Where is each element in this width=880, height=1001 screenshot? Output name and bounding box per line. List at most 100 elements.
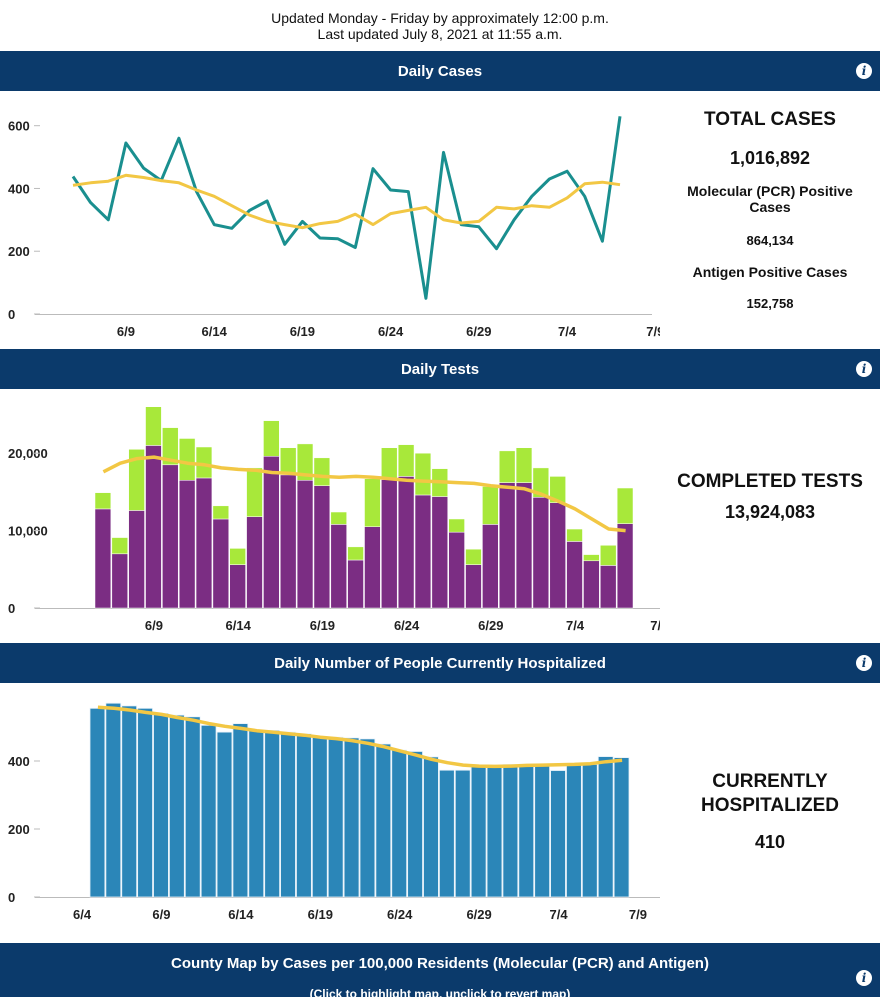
y-tick-label: 400 xyxy=(8,754,30,769)
tests-pcr-bar xyxy=(94,508,112,609)
tests-antigen-bar xyxy=(465,548,482,565)
hospitalized-bar xyxy=(327,736,344,898)
info-icon[interactable]: i xyxy=(856,970,872,986)
tests-pcr-bar xyxy=(364,526,381,609)
tests-pcr-bar xyxy=(313,485,331,609)
hospitalized-bar xyxy=(486,765,503,898)
hospitalized-bar xyxy=(550,770,566,898)
hospitalized-bar xyxy=(137,707,153,898)
tests-pcr-bar xyxy=(397,476,415,609)
tests-antigen-bar xyxy=(397,444,415,477)
tests-pcr-bar xyxy=(128,510,145,609)
hospitalized-bar xyxy=(439,769,455,898)
hospitalized-bar xyxy=(454,769,471,898)
hospitalized-average-line xyxy=(97,705,623,769)
hospitalized-bar xyxy=(343,737,360,898)
tests-antigen-bar xyxy=(364,478,381,527)
y-tick-label: 600 xyxy=(8,119,30,134)
tests-pcr-bar xyxy=(583,560,600,609)
county-map-header: County Map by Cases per 100,000 Resident… xyxy=(0,943,880,997)
hospitalized-bar xyxy=(581,764,598,898)
y-tick-label: 200 xyxy=(8,244,30,259)
tests-antigen-bar xyxy=(94,492,112,510)
tests-pcr-bar xyxy=(465,564,482,609)
x-tick-label: 7/4 xyxy=(549,907,568,922)
hospitalized-bar xyxy=(470,766,487,898)
x-tick-label: 6/24 xyxy=(394,618,420,633)
county-map-hint: (Click to highlight map, unclick to reve… xyxy=(309,987,571,1001)
hospitalized-bar xyxy=(280,731,296,898)
update-info: Updated Monday - Friday by approximately… xyxy=(0,0,880,42)
tests-pcr-bar xyxy=(178,480,196,609)
x-tick-label: 6/29 xyxy=(466,907,491,922)
hospitalized-bar xyxy=(105,702,122,898)
y-tick-label: 0 xyxy=(8,601,15,616)
tests-pcr-bar xyxy=(448,531,465,609)
x-tick-label: 6/9 xyxy=(117,324,135,339)
hospitalized-bar xyxy=(391,749,408,898)
tests-antigen-bar xyxy=(532,467,550,498)
tests-pcr-bar xyxy=(145,445,162,609)
pcr-cases-value: 864,134 xyxy=(746,233,794,248)
tests-pcr-bar xyxy=(229,564,246,609)
tests-pcr-bar xyxy=(414,494,432,609)
tests-antigen-bar xyxy=(515,447,533,483)
total-cases-value: 1,016,892 xyxy=(729,148,811,168)
tests-antigen-bar xyxy=(330,511,347,525)
tests-pcr-bar xyxy=(195,477,213,609)
y-tick-label: 0 xyxy=(8,307,15,322)
tests-antigen-bar xyxy=(296,443,314,481)
info-icon[interactable]: i xyxy=(856,655,872,671)
daily-tests-chart: 0 10,000 20,000 6/9 6/14 6/19 6/24 6/29 7/4 7/9 xyxy=(8,406,660,633)
tests-average-line xyxy=(102,455,626,533)
hospitalized-bar xyxy=(200,724,217,898)
daily-cases-line xyxy=(71,116,622,300)
hospitalized-bar xyxy=(216,731,233,898)
hospitalized-bar xyxy=(502,764,519,898)
tests-pcr-bar xyxy=(616,523,634,609)
hospitalized-bar xyxy=(184,716,201,898)
tests-antigen-bar xyxy=(616,487,634,524)
hospitalized-bar xyxy=(375,743,392,898)
tests-antigen-bar xyxy=(347,546,364,561)
last-updated: Last updated July 8, 2021 at 11:55 a.m. xyxy=(317,26,563,42)
x-tick-label: 7/9 xyxy=(646,324,660,339)
info-icon[interactable]: i xyxy=(856,361,872,377)
info-icon[interactable]: i xyxy=(856,63,872,79)
x-tick-label: 6/4 xyxy=(73,907,92,922)
tests-pcr-bar xyxy=(600,565,617,609)
x-tick-label: 7/9 xyxy=(650,618,660,633)
hospitalized-title: Daily Number of People Currently Hospita… xyxy=(274,654,606,672)
y-tick-label: 400 xyxy=(8,181,30,196)
x-tick-label: 6/19 xyxy=(290,324,315,339)
tests-antigen-bar xyxy=(178,438,196,481)
hospitalized-bar xyxy=(153,712,169,898)
hospitalized-value: 410 xyxy=(754,832,786,852)
y-tick-label: 0 xyxy=(8,890,15,905)
tests-antigen-bar xyxy=(263,420,280,457)
x-tick-label: 6/29 xyxy=(478,618,503,633)
x-tick-label: 6/9 xyxy=(152,907,170,922)
hospitalized-bar xyxy=(311,736,328,898)
tests-antigen-bar xyxy=(414,452,432,496)
x-tick-label: 6/19 xyxy=(308,907,333,922)
hospitalized-bar xyxy=(566,764,582,898)
tests-antigen-bar xyxy=(111,537,128,555)
tests-pcr-bar xyxy=(532,497,550,609)
x-tick-label: 6/19 xyxy=(310,618,335,633)
daily-tests-title: Daily Tests xyxy=(400,360,480,378)
tests-antigen-bar xyxy=(162,427,179,466)
tests-antigen-bar xyxy=(600,545,617,566)
tests-antigen-bar xyxy=(212,505,229,520)
tests-antigen-bar xyxy=(246,467,263,517)
tests-pcr-bar xyxy=(263,456,280,609)
antigen-cases-label: Antigen Positive Cases xyxy=(692,264,848,280)
x-tick-label: 6/14 xyxy=(202,324,228,339)
daily-tests-header: Daily Tests i xyxy=(0,349,880,389)
county-map-title: County Map by Cases per 100,000 Resident… xyxy=(171,955,709,972)
x-tick-label: 7/9 xyxy=(629,907,647,922)
hospitalized-bar xyxy=(296,733,312,898)
x-tick-label: 6/14 xyxy=(228,907,254,922)
hospitalized-stats: CURRENTLY HOSPITALIZED 410 xyxy=(660,770,880,853)
tests-pcr-bar xyxy=(347,559,364,609)
